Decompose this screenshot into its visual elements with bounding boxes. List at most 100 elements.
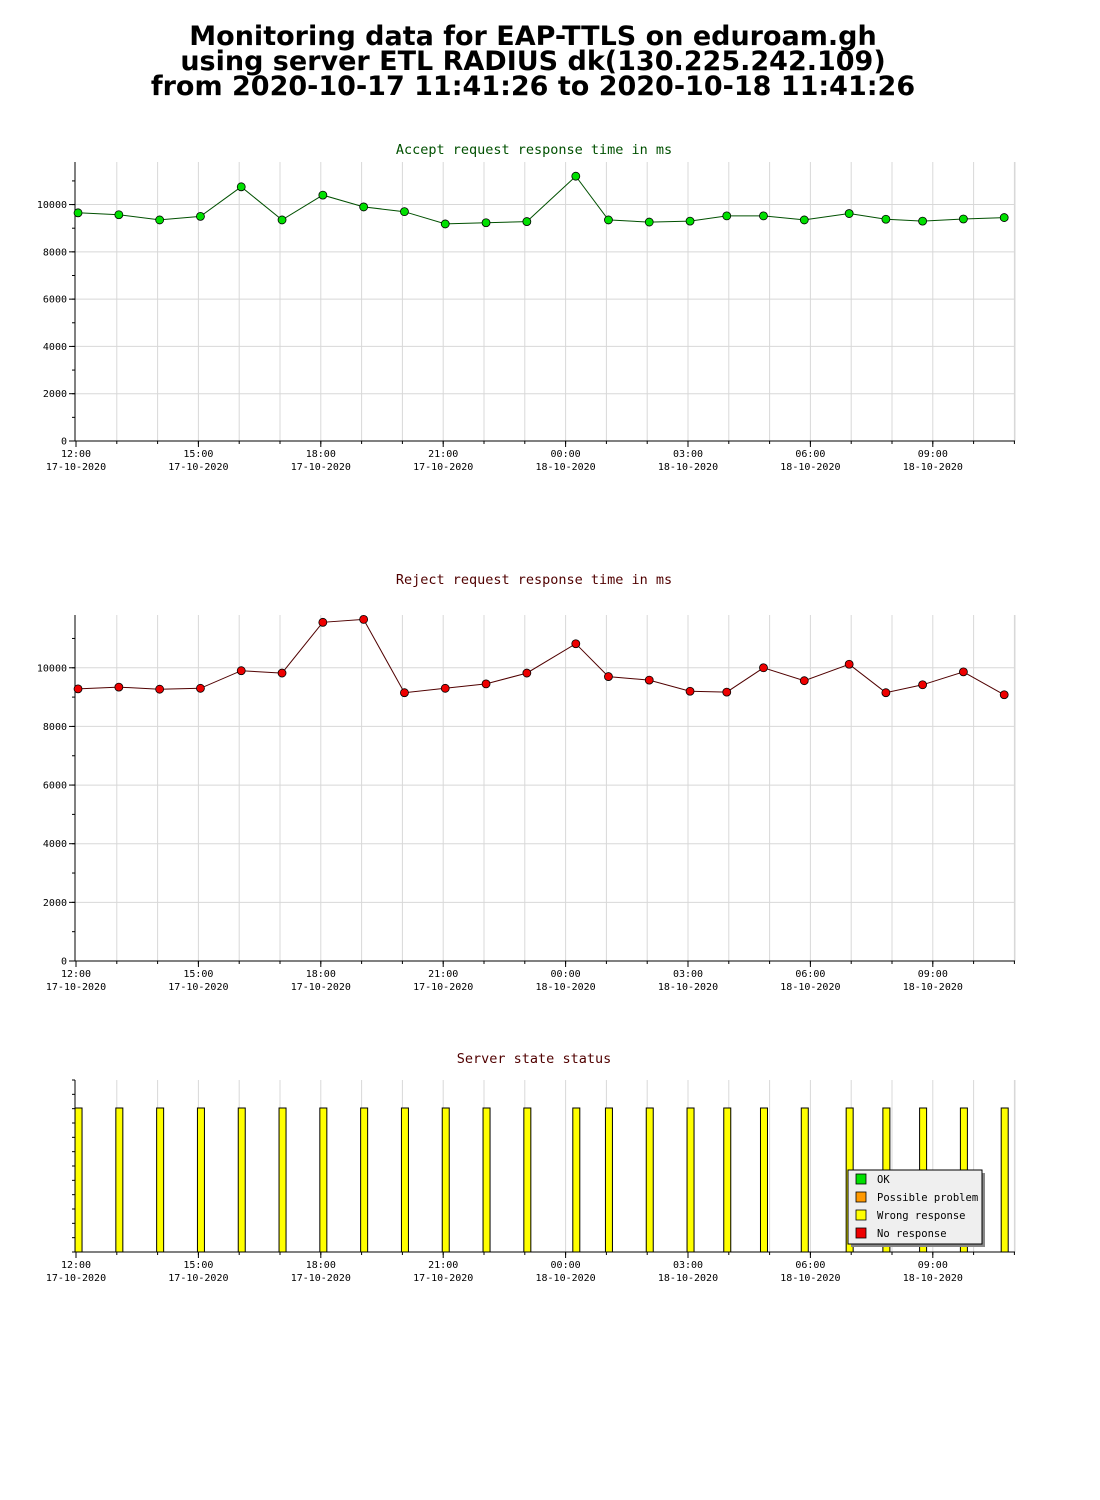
x-tick-label-date: 17-10-2020 [413, 462, 473, 473]
x-tick-label-date: 18-10-2020 [535, 1273, 595, 1284]
y-tick-label: 4000 [43, 839, 67, 850]
status-bar [482, 1107, 491, 1253]
chart-title: Accept request response time in ms [396, 142, 672, 158]
data-point [685, 216, 695, 226]
legend-label: Wrong response [877, 1210, 966, 1222]
status-bar [800, 1107, 809, 1253]
x-tick-label-date: 18-10-2020 [658, 462, 718, 473]
status-bar [156, 1107, 165, 1253]
data-point [722, 211, 732, 221]
data-point [400, 207, 409, 217]
data-point [959, 667, 968, 677]
y-tick-label: 8000 [43, 247, 67, 258]
status-bar [237, 1107, 246, 1253]
data-point [196, 211, 205, 221]
data-point [918, 216, 927, 226]
legend-swatch [855, 1191, 867, 1203]
x-tick-label-time: 00:00 [551, 1260, 581, 1271]
series-line [77, 618, 1005, 696]
y-tick-label: 4000 [43, 342, 67, 353]
x-tick-label-time: 00:00 [551, 449, 581, 460]
data-point [522, 668, 532, 678]
x-tick-label-date: 17-10-2020 [168, 1273, 228, 1284]
data-point [73, 208, 83, 218]
x-tick-label-time: 06:00 [795, 449, 825, 460]
x-tick-label-date: 17-10-2020 [291, 1273, 351, 1284]
x-tick-label-time: 09:00 [918, 1260, 948, 1271]
data-point [799, 215, 809, 225]
data-point [155, 684, 165, 694]
x-tick-label-time: 18:00 [306, 449, 336, 460]
page-title-line-2: using server ETL RADIUS dk(130.225.242.1… [180, 46, 886, 77]
status-bar [74, 1107, 83, 1253]
page-title-line-3: from 2020-10-17 11:41:26 to 2020-10-18 1… [150, 71, 916, 102]
x-tick-label-time: 21:00 [428, 1260, 458, 1271]
data-point [318, 617, 328, 627]
x-tick-label-time: 03:00 [673, 969, 703, 980]
legend-label: OK [877, 1174, 890, 1186]
x-tick-label-time: 06:00 [795, 1260, 825, 1271]
data-point [440, 219, 450, 229]
x-tick-label-time: 03:00 [673, 1260, 703, 1271]
x-tick-label-date: 18-10-2020 [780, 1273, 840, 1284]
data-point [844, 659, 854, 669]
x-tick-label-time: 15:00 [183, 1260, 213, 1271]
data-point [999, 690, 1009, 700]
x-tick-label-time: 00:00 [551, 969, 581, 980]
data-point [604, 672, 613, 681]
status-bar [196, 1107, 205, 1253]
x-tick-label-date: 18-10-2020 [780, 982, 840, 993]
status-bar [604, 1107, 613, 1253]
x-tick-label-date: 18-10-2020 [903, 982, 963, 993]
y-tick-label: 0 [61, 437, 67, 448]
page-title: Monitoring data for EAP-TTLS on eduroam.… [0, 23, 1066, 102]
data-point [277, 668, 287, 678]
x-tick-label-date: 18-10-2020 [535, 982, 595, 993]
x-tick-label-date: 17-10-2020 [46, 1273, 106, 1284]
legend-label: Possible problem [877, 1192, 978, 1204]
status-bar [1000, 1107, 1009, 1253]
legend-swatch [855, 1173, 867, 1185]
x-tick-label-time: 03:00 [673, 449, 703, 460]
chart-title: Server state status [457, 1051, 611, 1067]
x-tick-label-time: 15:00 [183, 449, 213, 460]
x-tick-label-date: 17-10-2020 [168, 982, 228, 993]
data-point [918, 680, 927, 690]
data-point [522, 217, 532, 226]
x-tick-label-time: 12:00 [61, 969, 91, 980]
data-point [722, 687, 732, 697]
data-point [114, 682, 124, 692]
status-bar [115, 1107, 124, 1253]
legend-label: No response [877, 1228, 947, 1240]
data-point [155, 215, 165, 225]
x-tick-label-time: 21:00 [428, 969, 458, 980]
data-point [196, 683, 205, 693]
data-point [114, 210, 124, 220]
legend-swatch [855, 1227, 867, 1239]
x-tick-label-date: 18-10-2020 [658, 1273, 718, 1284]
accept-response-chart: 0 2000 4000 6000 8000 10000 12:00 17-10-2020 15:… [37, 142, 1016, 473]
data-point [604, 215, 613, 225]
status-bar [400, 1107, 409, 1253]
x-tick-label-time: 09:00 [918, 449, 948, 460]
data-point [999, 213, 1009, 222]
data-point [644, 217, 654, 227]
data-point [359, 202, 369, 212]
legend-swatch [855, 1209, 867, 1221]
data-point [73, 684, 83, 694]
y-tick-label: 8000 [43, 722, 67, 733]
x-tick-label-date: 18-10-2020 [780, 462, 840, 473]
x-tick-label-date: 17-10-2020 [413, 1273, 473, 1284]
data-point [881, 214, 891, 224]
x-tick-label-time: 06:00 [795, 969, 825, 980]
y-tick-label: 2000 [43, 898, 67, 909]
data-point [318, 190, 328, 200]
data-point [481, 218, 491, 228]
data-point [571, 171, 581, 181]
x-tick-label-date: 17-10-2020 [291, 982, 351, 993]
status-bar [441, 1107, 450, 1253]
data-point [799, 676, 809, 686]
x-tick-label-date: 18-10-2020 [903, 462, 963, 473]
data-point [759, 663, 768, 673]
status-bar [278, 1107, 287, 1253]
